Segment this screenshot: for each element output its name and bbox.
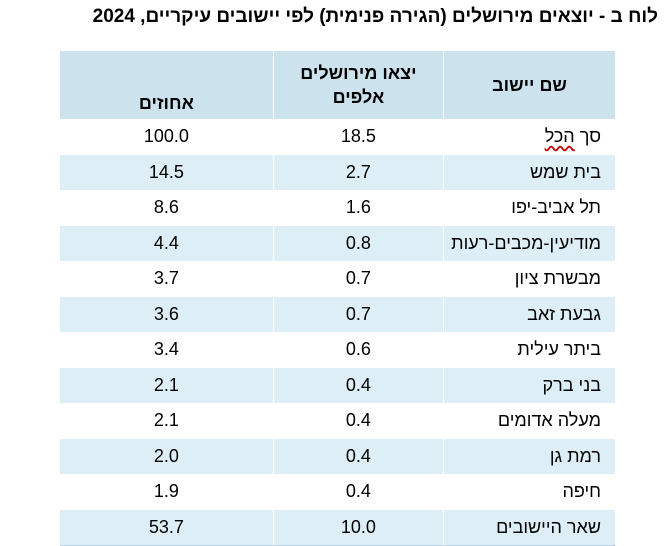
page-title: לוח ב - יוצאים מירושלים (הגירה פנימית) ל… — [92, 6, 658, 27]
cell-locality-name: חיפה — [443, 474, 615, 510]
table-header-row: שם יישוב יצאו מירושלים אלפים אחוזים — [60, 51, 615, 119]
total-label-prefix: סך — [579, 126, 601, 147]
header-locality-name: שם יישוב — [443, 51, 615, 119]
table-row: בני ברק 0.4 2.1 — [60, 367, 615, 403]
cell-thousands: 0.7 — [272, 296, 444, 332]
cell-thousands: 0.4 — [272, 474, 444, 510]
percent-value: 2.1 — [153, 410, 179, 431]
cell-locality-name: מודיעין-מכבים-רעות — [443, 225, 615, 261]
thousands-value: 0.4 — [345, 481, 371, 502]
cell-thousands: 1.6 — [272, 190, 444, 226]
table-row: גבעת זאב 0.7 3.6 — [60, 296, 615, 332]
thousands-value: 0.6 — [345, 339, 371, 360]
percent-value: 2.0 — [153, 445, 179, 466]
header-left-jerusalem-thousands: יצאו מירושלים אלפים — [272, 51, 444, 119]
table-row: ביתר עילית 0.6 3.4 — [60, 332, 615, 368]
cell-thousands: 10.0 — [272, 509, 444, 546]
cell-locality-name: תל אביב-יפו — [443, 190, 615, 226]
cell-locality-name: מבשרת ציון — [443, 261, 615, 297]
table-body: סך הכל 18.5 100.0 בית שמש 2.7 14.5 תל אביב-… — [60, 119, 615, 546]
percent-value: 2.1 — [153, 374, 179, 395]
thousands-value: 2.7 — [345, 161, 371, 182]
percent-value: 14.5 — [148, 161, 184, 182]
thousands-value: 10.0 — [340, 516, 376, 537]
percent-value: 8.6 — [153, 197, 179, 218]
cell-percent: 14.5 — [60, 154, 274, 190]
table-row: רמת גן 0.4 2.0 — [60, 438, 615, 474]
cell-thousands: 0.4 — [272, 438, 444, 474]
cell-locality-name: גבעת זאב — [443, 296, 615, 332]
thousands-value: 0.4 — [345, 445, 371, 466]
table-row: חיפה 0.4 1.9 — [60, 474, 615, 510]
cell-locality-name: בני ברק — [443, 367, 615, 403]
percent-value: 3.7 — [153, 268, 179, 289]
table-row: מעלה אדומים 0.4 2.1 — [60, 403, 615, 439]
cell-thousands: 0.7 — [272, 261, 444, 297]
cell-thousands: 0.6 — [272, 332, 444, 368]
percent-value: 3.6 — [153, 303, 179, 324]
percent-value: 53.7 — [148, 516, 184, 537]
cell-percent: 3.6 — [60, 296, 274, 332]
cell-percent: 2.1 — [60, 403, 274, 439]
cell-percent: 3.7 — [60, 261, 274, 297]
total-percent-value: 100.0 — [143, 126, 189, 147]
table-row: שאר היישובים 10.0 53.7 — [60, 509, 615, 546]
cell-locality-name: ביתר עילית — [443, 332, 615, 368]
thousands-value: 0.4 — [345, 410, 371, 431]
total-thousands-value: 18.5 — [340, 126, 376, 147]
cell-locality-name: בית שמש — [443, 154, 615, 190]
total-label-sum: הכל — [544, 126, 575, 147]
percent-value: 1.9 — [153, 481, 179, 502]
header-percent: אחוזים — [60, 51, 274, 119]
cell-percent: 1.9 — [60, 474, 274, 510]
cell-thousands: 0.4 — [272, 403, 444, 439]
table-row: מודיעין-מכבים-רעות 0.8 4.4 — [60, 225, 615, 261]
cell-thousands: 0.8 — [272, 225, 444, 261]
thousands-value: 0.4 — [345, 374, 371, 395]
cell-percent: 100.0 — [60, 119, 274, 155]
cell-locality-name: סך הכל — [443, 119, 615, 155]
data-table: שם יישוב יצאו מירושלים אלפים אחוזים סך ה… — [60, 51, 615, 546]
cell-locality-name: שאר היישובים — [443, 509, 615, 546]
cell-percent: 53.7 — [60, 509, 274, 546]
cell-percent: 2.1 — [60, 367, 274, 403]
percent-value: 4.4 — [153, 232, 179, 253]
cell-percent: 8.6 — [60, 190, 274, 226]
table-row: מבשרת ציון 0.7 3.7 — [60, 261, 615, 297]
thousands-value: 0.7 — [345, 268, 371, 289]
cell-percent: 2.0 — [60, 438, 274, 474]
table-row: תל אביב-יפו 1.6 8.6 — [60, 190, 615, 226]
cell-thousands: 0.4 — [272, 367, 444, 403]
header-thousands-unit: אלפים — [332, 87, 385, 107]
header-left-jerusalem-label: יצאו מירושלים — [300, 63, 417, 83]
cell-thousands: 2.7 — [272, 154, 444, 190]
thousands-value: 0.8 — [345, 232, 371, 253]
cell-thousands: 18.5 — [272, 119, 444, 155]
cell-locality-name: מעלה אדומים — [443, 403, 615, 439]
cell-percent: 4.4 — [60, 225, 274, 261]
table-row-total: סך הכל 18.5 100.0 — [60, 119, 615, 155]
thousands-value: 1.6 — [345, 197, 371, 218]
percent-value: 3.4 — [153, 339, 179, 360]
cell-locality-name: רמת גן — [443, 438, 615, 474]
cell-percent: 3.4 — [60, 332, 274, 368]
thousands-value: 0.7 — [345, 303, 371, 324]
table-row: בית שמש 2.7 14.5 — [60, 154, 615, 190]
